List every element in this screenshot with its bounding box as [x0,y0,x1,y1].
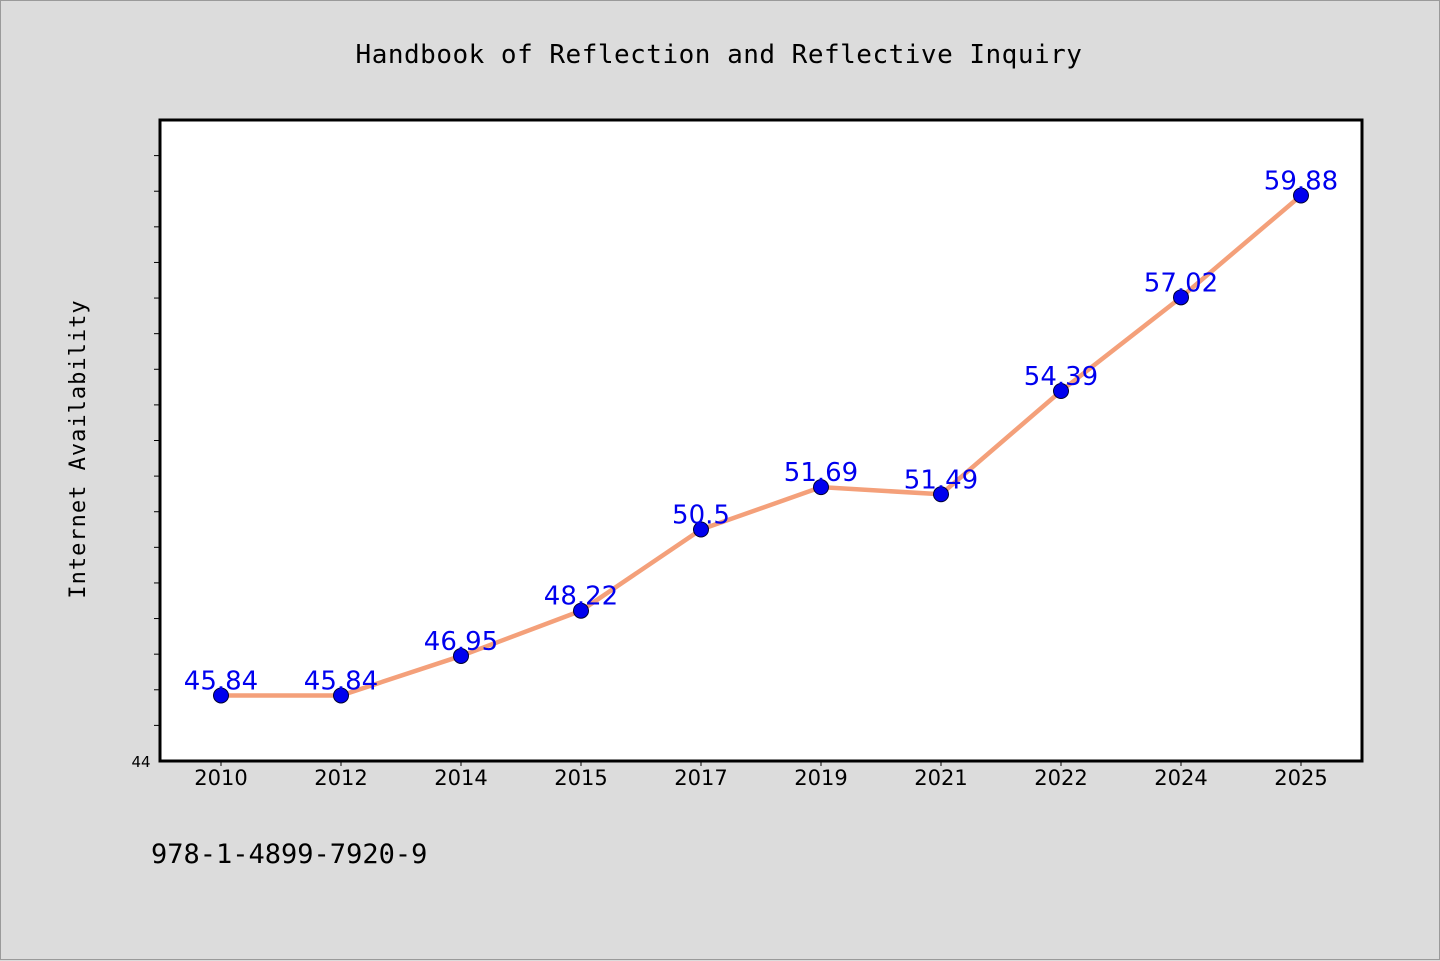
x-tick-label: 2014 [434,766,487,790]
x-axis: 2010 2012 2014 2015 2017 2019 2021 2022 2024 2025 [194,761,1328,790]
x-tick-label: 2025 [1274,766,1327,790]
data-label: 57.02 [1144,268,1218,298]
data-label: 59.88 [1264,166,1338,196]
x-tick-label: 2015 [554,766,607,790]
y-axis-label: Internet Availability [66,299,91,598]
y-tick-label: 44 [131,753,150,771]
data-point [213,687,229,704]
data-label: 51.69 [784,458,858,488]
x-tick-label: 2021 [914,766,967,790]
x-tick-label: 2017 [674,766,727,790]
data-point [573,602,589,619]
data-point [693,521,709,538]
data-point [1293,187,1309,204]
data-point [813,479,829,496]
data-point [1173,289,1189,306]
data-label: 50.5 [672,501,730,531]
x-tick-label: 2010 [194,766,247,790]
data-point [333,687,349,704]
data-point [933,486,949,503]
isbn-footer: 978-1-4899-7920-9 [151,839,427,870]
data-label: 45.84 [304,666,378,696]
data-label: 54.39 [1024,362,1098,392]
data-label: 51.49 [904,465,978,495]
series-line [218,193,1304,698]
chart-title: Handbook of Reflection and Reflective In… [356,40,1083,70]
x-tick-label: 2022 [1034,766,1087,790]
data-point [1053,383,1069,400]
data-point [453,647,469,664]
y-axis-ticks [154,155,160,726]
x-tick-label: 2024 [1154,766,1207,790]
plot-area [158,118,1364,763]
series-layer: 45.84 45.84 46.95 48.22 50.5 51.69 51.49 54.39 5… [184,166,1338,704]
data-label: 45.84 [184,666,258,696]
data-label: 46.95 [424,627,498,657]
data-label: 48.22 [544,582,618,612]
x-tick-label: 2019 [794,766,847,790]
x-tick-label: 2012 [314,766,367,790]
